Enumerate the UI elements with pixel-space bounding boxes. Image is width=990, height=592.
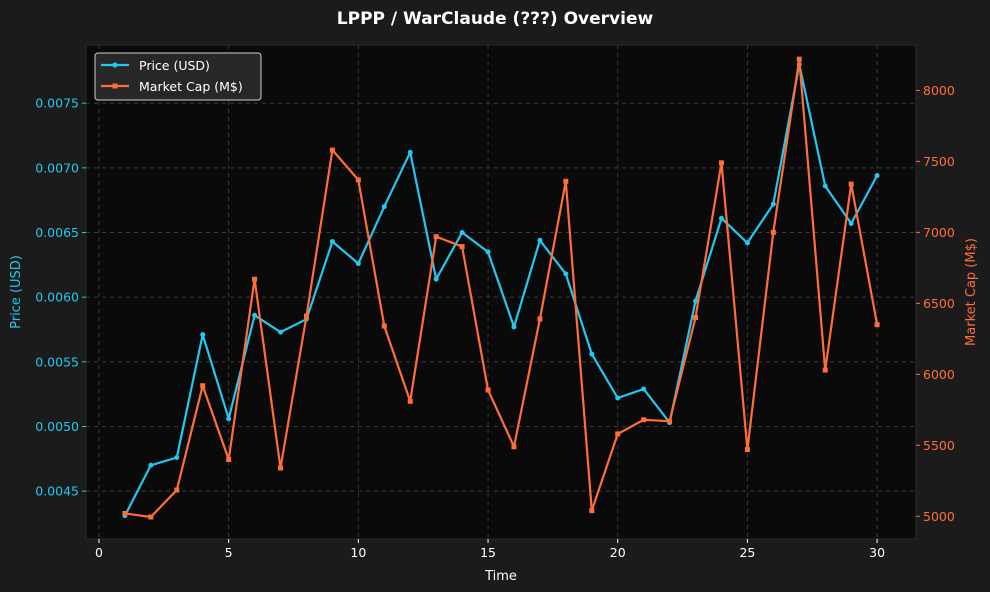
y-tick-label-right: 5000	[923, 509, 955, 524]
data-point-market-cap	[693, 315, 699, 321]
data-point-price	[563, 271, 569, 277]
data-point-market-cap	[122, 510, 128, 516]
data-point-market-cap	[329, 147, 335, 153]
y-tick-label-left: 0.0065	[35, 225, 79, 240]
data-point-price	[252, 312, 258, 318]
data-point-price	[874, 173, 880, 179]
series-layer	[122, 56, 880, 520]
data-point-price	[433, 276, 439, 282]
data-point-market-cap	[718, 160, 724, 166]
data-point-market-cap	[796, 56, 802, 62]
data-point-market-cap	[641, 417, 647, 423]
y-tick-label-left: 0.0045	[35, 484, 79, 499]
data-point-market-cap	[433, 234, 439, 240]
x-axis-label: Time	[484, 569, 517, 584]
data-point-market-cap	[744, 447, 750, 453]
data-point-price	[407, 149, 413, 155]
y-tick-label-left: 0.0075	[35, 96, 79, 111]
data-point-market-cap	[303, 313, 309, 319]
data-point-market-cap	[174, 487, 180, 493]
x-tick-label: 30	[869, 545, 885, 560]
y-tick-label-left: 0.0070	[35, 160, 79, 175]
data-point-price	[537, 237, 543, 243]
data-point-price	[200, 332, 206, 338]
series-line-price	[123, 63, 879, 517]
data-point-market-cap	[355, 177, 361, 183]
data-point-price	[770, 201, 776, 207]
data-point-market-cap	[667, 418, 673, 424]
data-point-price	[148, 462, 154, 468]
y-tick-label-right: 8000	[923, 83, 955, 98]
y-tick-label-right: 7000	[923, 225, 955, 240]
data-point-price	[278, 329, 284, 335]
legend-marker-market-cap	[112, 83, 118, 89]
y-tick-label-left: 0.0050	[35, 419, 79, 434]
y-axis-label-left: Price (USD)	[9, 255, 24, 329]
x-tick-label: 10	[350, 545, 366, 560]
grid-lines	[86, 45, 916, 539]
data-point-market-cap	[278, 465, 284, 471]
data-point-market-cap	[485, 387, 491, 393]
data-point-price	[174, 455, 180, 461]
data-point-market-cap	[537, 316, 543, 322]
legend: Price (USD) Market Cap (M$)	[94, 52, 262, 101]
data-point-price	[589, 351, 595, 357]
data-point-price	[329, 239, 335, 245]
legend-label-market-cap: Market Cap (M$)	[139, 79, 243, 94]
data-point-market-cap	[770, 229, 776, 235]
data-point-price	[485, 249, 491, 255]
series-line-market-cap	[124, 58, 879, 519]
data-point-price	[693, 298, 699, 304]
data-point-market-cap	[148, 514, 154, 520]
data-point-market-cap	[848, 181, 854, 187]
data-point-market-cap	[822, 367, 828, 373]
y-tick-label-right: 5500	[923, 438, 955, 453]
y-tick-label-left: 0.0055	[35, 354, 79, 369]
y-axis-label-right: Market Cap (M$)	[964, 238, 979, 346]
data-point-price	[459, 230, 465, 236]
y-tick-label-right: 7500	[923, 154, 955, 169]
legend-label-price: Price (USD)	[139, 58, 210, 73]
data-point-price	[641, 386, 647, 392]
data-point-market-cap	[589, 508, 595, 514]
data-point-market-cap	[511, 444, 517, 450]
data-point-price	[511, 324, 517, 330]
chart-title: LPPP / WarClaude (???) Overview	[337, 9, 654, 29]
data-point-price	[718, 215, 724, 221]
y-tick-label-left: 0.0060	[35, 290, 79, 305]
data-point-price	[381, 204, 387, 210]
data-point-price	[848, 220, 854, 226]
x-tick-label: 25	[739, 545, 755, 560]
data-point-market-cap	[200, 383, 206, 389]
legend-box	[94, 52, 262, 101]
data-point-price	[226, 416, 232, 422]
data-point-market-cap	[615, 431, 621, 437]
data-point-market-cap	[381, 323, 387, 329]
legend-marker-price	[112, 62, 118, 68]
x-tick-label: 20	[610, 545, 626, 560]
data-point-market-cap	[252, 276, 258, 282]
data-point-market-cap	[563, 178, 569, 184]
data-point-price	[822, 183, 828, 189]
data-point-market-cap	[874, 322, 880, 328]
x-tick-label: 0	[95, 545, 103, 560]
data-point-market-cap	[407, 398, 413, 404]
y-tick-label-right: 6000	[923, 367, 955, 382]
axes: 0 5 10 15 20 25 30 0.0045 0.0050 0.0055 0.0060 0.00…	[35, 83, 955, 560]
data-point-price	[615, 395, 621, 401]
data-point-market-cap	[459, 244, 465, 250]
x-tick-label: 5	[225, 545, 233, 560]
x-tick-label: 15	[480, 545, 496, 560]
data-point-market-cap	[226, 457, 232, 463]
data-point-price	[355, 261, 361, 267]
y-tick-label-right: 6500	[923, 296, 955, 311]
data-point-price	[744, 240, 750, 246]
